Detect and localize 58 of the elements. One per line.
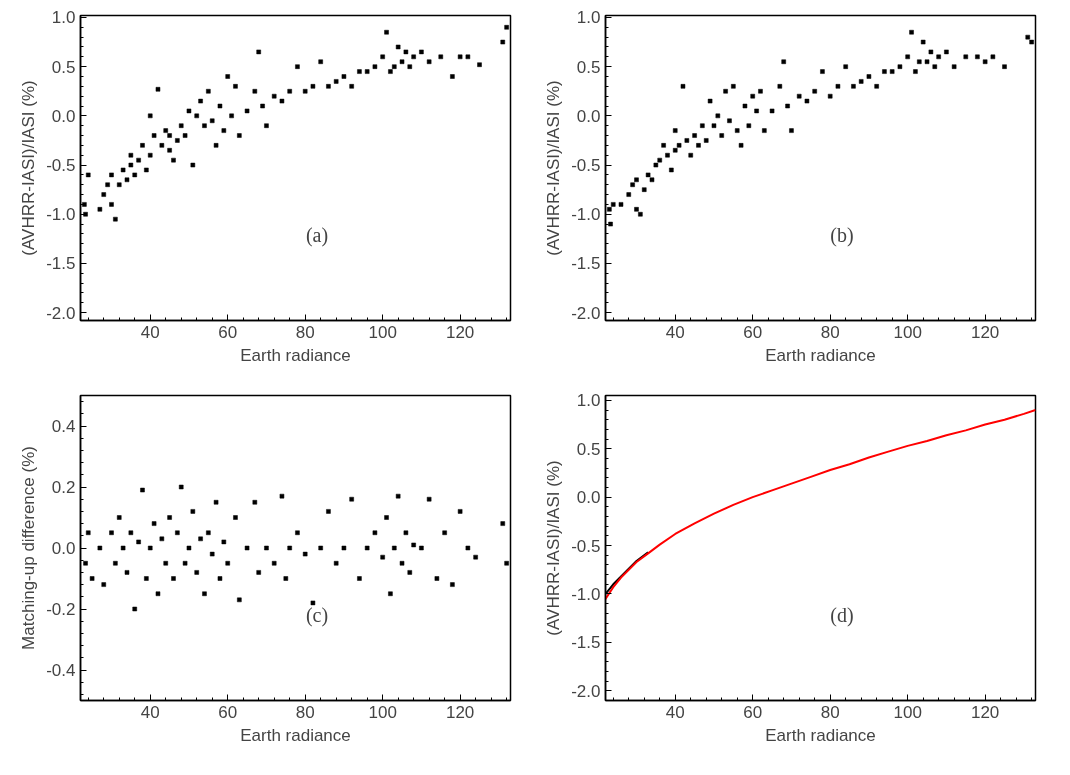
x-axis-title: Earth radiance (765, 725, 876, 745)
y-tick-label: 0.0 (576, 488, 601, 508)
y-tick-label: 0.0 (51, 106, 76, 126)
y-tick-label: 0.4 (51, 417, 76, 436)
y-tick-label: 0.5 (576, 57, 601, 77)
x-tick-label: 120 (445, 702, 475, 722)
annotation: (a) (305, 224, 329, 248)
y-tick-label: 0.0 (51, 539, 76, 558)
x-tick-label: 60 (743, 702, 763, 722)
annotation: (d) (830, 604, 854, 628)
x-tick-label: 80 (820, 322, 840, 342)
x-tick-label: 60 (218, 702, 238, 722)
y-tick-label: -0.5 (46, 156, 76, 176)
y-tick-label: -1.0 (46, 205, 76, 225)
y-axis-title: Matching-up difference (%) (19, 446, 39, 650)
y-tick-label: -2.0 (571, 303, 601, 323)
y-tick-label: -0.2 (46, 600, 76, 619)
y-tick-label: -1.5 (571, 633, 601, 653)
y-tick-label: 1.0 (51, 8, 76, 28)
x-tick-label: 40 (665, 322, 685, 342)
y-tick-label: -0.5 (571, 536, 601, 556)
y-tick-label: 0.2 (51, 478, 76, 497)
x-tick-label: 60 (743, 322, 763, 342)
y-axis-title: (AVHRR-IASI)/IASI (%) (19, 80, 39, 256)
x-tick-label: 100 (368, 702, 397, 722)
y-axis-title: (AVHRR-IASI)/IASI (%) (544, 80, 564, 256)
y-tick-label: 0.0 (576, 106, 601, 126)
y-tick-label: -1.5 (46, 254, 76, 274)
x-axis-title: Earth radiance (240, 345, 351, 365)
y-tick-label: 1.0 (576, 391, 601, 411)
y-tick-label: 0.5 (576, 439, 601, 459)
x-tick-label: 120 (970, 322, 1000, 342)
y-tick-label: -1.0 (571, 584, 601, 604)
x-axis-title: Earth radiance (240, 725, 351, 745)
x-tick-label: 100 (368, 322, 397, 342)
x-tick-label: 80 (295, 322, 315, 342)
x-tick-label: 120 (445, 322, 475, 342)
x-tick-label: 40 (140, 322, 160, 342)
y-tick-label: -2.0 (571, 681, 601, 701)
y-axis-title: (AVHRR-IASI)/IASI (%) (544, 460, 564, 636)
y-tick-label: -2.0 (46, 303, 76, 323)
x-tick-label: 120 (970, 702, 1000, 722)
y-tick-label: -0.4 (46, 661, 76, 680)
y-tick-label: -1.5 (571, 254, 601, 274)
y-tick-label: 0.5 (51, 57, 76, 77)
x-tick-label: 40 (665, 702, 685, 722)
x-tick-label: 80 (820, 702, 840, 722)
x-axis-title: Earth radiance (765, 345, 876, 365)
x-tick-label: 80 (295, 702, 315, 722)
y-tick-label: 1.0 (576, 8, 601, 28)
x-tick-label: 40 (140, 702, 160, 722)
annotation: (b) (830, 224, 854, 248)
x-tick-label: 100 (893, 322, 922, 342)
y-tick-label: -1.0 (571, 205, 601, 225)
y-tick-label: -0.5 (571, 156, 601, 176)
annotation: (c) (305, 604, 329, 628)
x-tick-label: 100 (893, 702, 922, 722)
x-tick-label: 60 (218, 322, 238, 342)
